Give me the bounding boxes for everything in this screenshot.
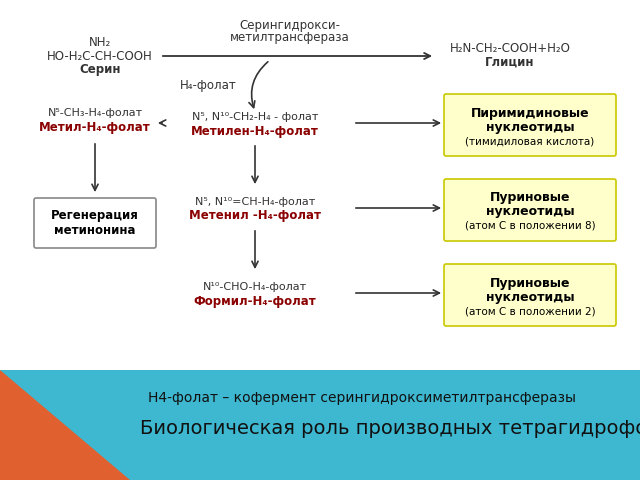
FancyBboxPatch shape: [444, 179, 616, 241]
Text: H₄-фолат: H₄-фолат: [180, 79, 236, 92]
FancyBboxPatch shape: [34, 198, 156, 248]
Text: Формил-H₄-фолат: Формил-H₄-фолат: [194, 295, 316, 308]
Text: NH₂: NH₂: [89, 36, 111, 48]
Text: Метил-H₄-фолат: Метил-H₄-фолат: [39, 120, 151, 133]
Text: Биологическая роль производных тетрагидрофолата: Биологическая роль производных тетрагидр…: [140, 419, 640, 437]
FancyBboxPatch shape: [444, 264, 616, 326]
Text: Метилен-H₄-фолат: Метилен-H₄-фолат: [191, 124, 319, 137]
Text: Пуриновые: Пуриновые: [490, 192, 570, 204]
Text: H₂N-CH₂-COOH+H₂O: H₂N-CH₂-COOH+H₂O: [449, 41, 570, 55]
Text: нуклеотиды: нуклеотиды: [486, 290, 574, 303]
Text: метинонина: метинонина: [54, 225, 136, 238]
Text: нуклеотиды: нуклеотиды: [486, 205, 574, 218]
Bar: [0, 370, 640, 480]
Text: Регенерация: Регенерация: [51, 208, 139, 221]
Text: N¹⁰-CHO-H₄-фолат: N¹⁰-CHO-H₄-фолат: [203, 282, 307, 292]
Text: N⁵, N¹⁰-CH₂-H₄ - фолат: N⁵, N¹⁰-CH₂-H₄ - фолат: [192, 112, 318, 122]
Text: нуклеотиды: нуклеотиды: [486, 120, 574, 133]
Text: HO-H₂C-CH-COOH: HO-H₂C-CH-COOH: [47, 49, 153, 62]
Text: Глицин: Глицин: [485, 56, 535, 69]
Text: N⁵-CH₃-H₄-фолат: N⁵-CH₃-H₄-фолат: [47, 108, 143, 118]
Text: Серингидрокси-: Серингидрокси-: [239, 19, 340, 32]
Text: (тимидиловая кислота): (тимидиловая кислота): [465, 136, 595, 146]
Text: метилтрансфераза: метилтрансфераза: [230, 31, 350, 44]
Text: Н4-фолат – кофермент серингидроксиметилтрансферазы: Н4-фолат – кофермент серингидроксиметилт…: [148, 391, 576, 405]
Text: Метенил -H₄-фолат: Метенил -H₄-фолат: [189, 209, 321, 223]
Text: Пуриновые: Пуриновые: [490, 276, 570, 289]
Text: Серин: Серин: [79, 63, 121, 76]
FancyBboxPatch shape: [444, 94, 616, 156]
Polygon shape: [0, 370, 130, 480]
Text: (атом C в положении 2): (атом C в положении 2): [465, 306, 595, 316]
Text: N⁵, N¹⁰=CH-H₄-фолат: N⁵, N¹⁰=CH-H₄-фолат: [195, 197, 315, 207]
Text: Пиримидиновые: Пиримидиновые: [470, 107, 589, 120]
Text: (атом C в положении 8): (атом C в положении 8): [465, 221, 595, 231]
